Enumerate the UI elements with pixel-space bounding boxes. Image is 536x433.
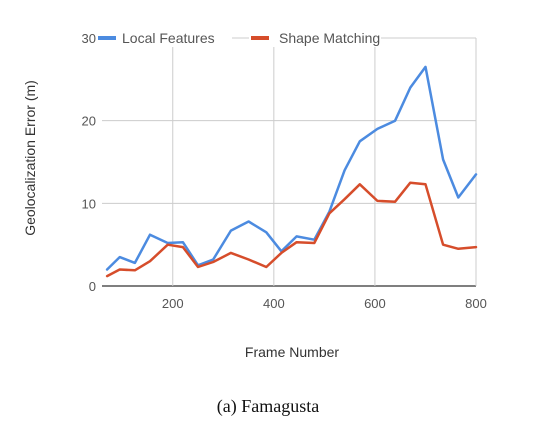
x-axis-title: Frame Number (245, 344, 339, 360)
y-tick-label: 0 (89, 279, 96, 294)
y-axis-title: Geolocalization Error (m) (22, 80, 38, 236)
x-tick-label: 800 (465, 296, 487, 311)
x-tick-label: 400 (263, 296, 285, 311)
line-chart: 0 10 20 30 200 400 600 800 Local Features Shape … (22, 29, 487, 360)
tick-labels: 0 10 20 30 200 400 600 800 (82, 31, 487, 311)
y-tick-label: 10 (82, 196, 96, 211)
series-line-shape-matching (105, 181, 478, 278)
figure-caption: (a) Famagusta (216, 396, 320, 416)
series-line-local-features (105, 65, 478, 271)
legend-label: Shape Matching (279, 30, 380, 46)
x-tick-label: 600 (364, 296, 386, 311)
legend-background (96, 29, 232, 47)
series-lines (105, 65, 478, 278)
legend-label: Local Features (122, 30, 215, 46)
legend-background (249, 29, 381, 47)
legend: Local Features Shape Matching (96, 29, 381, 47)
y-tick-label: 20 (82, 114, 96, 129)
x-tick-label: 200 (162, 296, 184, 311)
y-tick-label: 30 (82, 31, 96, 46)
